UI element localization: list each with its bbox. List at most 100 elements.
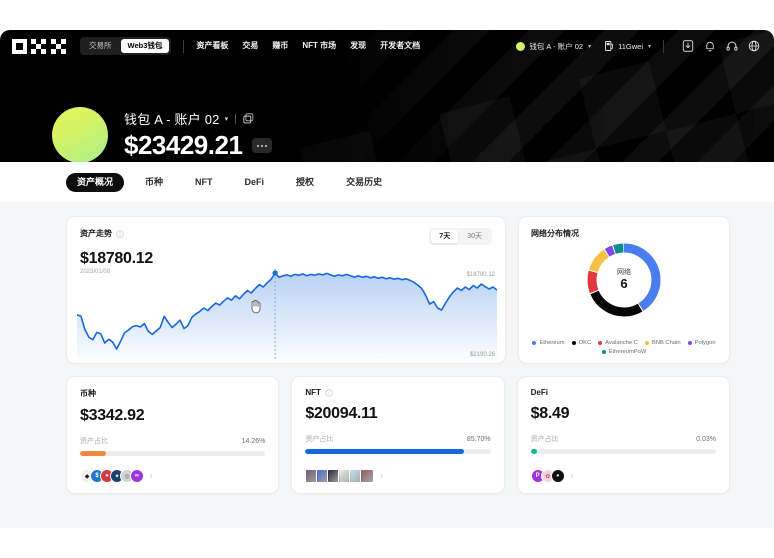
tokens-share-label: 资产占比: [80, 438, 108, 445]
nav-link-nft-market[interactable]: NFT 市场: [302, 41, 337, 50]
legend-dot: [687, 341, 692, 345]
donut-center-value: 6: [620, 276, 628, 292]
tokens-stat-card[interactable]: 币种 $3342.92 资产占比 14.26% ◆ $ ● ✦ ◎ ∞ ›: [66, 376, 280, 494]
legend-label: Ethereum: [539, 340, 565, 346]
info-circle-icon-nft[interactable]: [325, 388, 333, 397]
donut-segment-ethereum[interactable]: [587, 243, 661, 317]
nav-link-trade[interactable]: 交易: [242, 41, 259, 50]
defi-black-icon[interactable]: ◕: [550, 469, 565, 483]
gas-icon: [605, 41, 613, 51]
switch-web3-wallet[interactable]: Web3钱包: [120, 39, 170, 53]
nav-separator: [663, 39, 664, 53]
asset-trend-card: 资产走势 7天 30天 $18780.12: [66, 216, 506, 364]
account-divider: [235, 113, 237, 124]
legend-label: Avalanche C: [605, 340, 638, 346]
time-range-toggle[interactable]: 7天 30天: [429, 228, 492, 245]
legend-label: Polygon: [694, 340, 716, 346]
tab-nft[interactable]: NFT: [195, 176, 213, 187]
bell-icon[interactable]: [700, 36, 720, 56]
nft-icon-stack[interactable]: ›: [305, 469, 490, 483]
legend-dot: [571, 341, 576, 345]
nav-wallet-selector[interactable]: 钱包 A - 账户 02 ▾: [516, 41, 591, 52]
globe-icon[interactable]: [744, 36, 764, 56]
nft-chevron-right-icon[interactable]: ›: [380, 471, 383, 480]
defi-card-value: $8.49: [530, 405, 570, 422]
legend-item-ethereumpow[interactable]: EthereumPoW: [601, 349, 647, 355]
copy-icon[interactable]: [243, 113, 254, 124]
top-navigation-bar: 交易所 Web3钱包 资产看板 交易 赚币 NFT 市场 发现 开发者文档 钱包…: [0, 30, 774, 62]
legend-dot: [644, 341, 649, 345]
range-7d[interactable]: 7天: [431, 230, 459, 243]
account-summary: 钱包 A - 账户 02 ▾ $23429.21: [52, 107, 273, 162]
info-circle-icon[interactable]: [116, 229, 124, 238]
nav-links: 资产看板 交易 赚币 NFT 市场 发现 开发者文档: [196, 42, 420, 50]
asset-trend-value: $18780.12: [80, 250, 153, 267]
account-name[interactable]: 钱包 A - 账户 02: [124, 112, 220, 127]
stat-card-row: 币种 $3342.92 资产占比 14.26% ◆ $ ● ✦ ◎ ∞ ›: [66, 376, 730, 494]
defi-progress-fill: [530, 449, 537, 454]
nav-link-assets[interactable]: 资产看板: [196, 41, 229, 50]
switch-exchange[interactable]: 交易所: [89, 41, 112, 51]
defi-card-title: DeFi: [530, 388, 548, 397]
donut-segment-okc[interactable]: [587, 243, 661, 317]
donut-segment-avalanche-c[interactable]: [587, 243, 661, 317]
network-card-title: 网络分布情况: [531, 229, 579, 238]
tokens-share-percent: 14.26%: [241, 437, 266, 445]
legend-label: OKC: [578, 340, 592, 346]
tab-defi[interactable]: DeFi: [244, 176, 265, 187]
network-donut-chart[interactable]: [519, 239, 729, 321]
asset-trend-chart[interactable]: $18780.12 $2190.26: [76, 269, 498, 359]
asset-trend-title: 资产走势: [80, 229, 112, 238]
defi-stat-card[interactable]: DeFi $8.49 资产占比 0.03% P ✿ ◕ ›: [516, 376, 730, 494]
tokens-progress-track: [80, 451, 266, 456]
nft-card-value: $20094.11: [305, 405, 378, 422]
wallet-avatar-dot: [516, 41, 526, 51]
tokens-chevron-right-icon[interactable]: ›: [150, 471, 153, 480]
legend-item-ethereum[interactable]: Ethereum: [532, 340, 565, 346]
okx-logo[interactable]: [12, 38, 66, 54]
gas-fee-selector[interactable]: 11Gwei ▾: [605, 41, 651, 51]
tab-approvals[interactable]: 授权: [296, 176, 315, 187]
product-switcher[interactable]: 交易所 Web3钱包: [80, 37, 172, 55]
donut-center-label: 网络: [617, 269, 631, 277]
nft-stat-card[interactable]: NFT $20094.11 资产占比 85.70%: [291, 376, 505, 494]
download-icon[interactable]: [678, 36, 698, 56]
chevron-down-icon-account[interactable]: ▾: [224, 115, 229, 123]
chart-y-min-label: $2190.26: [469, 352, 495, 358]
nav-wallet-name: 钱包 A - 账户 02: [529, 41, 584, 51]
tab-transaction-history[interactable]: 交易历史: [346, 176, 383, 187]
account-name-row: 钱包 A - 账户 02 ▾: [124, 109, 272, 128]
legend-item-bnb-chain[interactable]: BNB Chain: [644, 340, 681, 346]
chart-y-max-label: $18780.12: [466, 272, 495, 278]
defi-chevron-right-icon[interactable]: ›: [570, 471, 574, 480]
legend-item-okc[interactable]: OKC: [571, 340, 592, 346]
tokens-icon-stack[interactable]: ◆ $ ● ✦ ◎ ∞ ›: [80, 469, 265, 483]
account-avatar[interactable]: [52, 107, 108, 162]
nft-thumb-6[interactable]: [360, 469, 375, 483]
token-purple-icon[interactable]: ∞: [130, 469, 144, 483]
nav-link-developer-docs[interactable]: 开发者文档: [380, 41, 421, 50]
main-panel: 资产概况 币种 NFT DeFi 授权 交易历史 资产走势: [0, 162, 774, 528]
donut-center-text: 网络 6: [519, 239, 729, 321]
legend-label: EthereumPoW: [608, 349, 647, 355]
defi-icon-stack[interactable]: P ✿ ◕ ›: [530, 469, 716, 483]
range-30d[interactable]: 30天: [467, 233, 482, 240]
nav-divider: [183, 39, 185, 53]
chevron-down-icon-gas: ▾: [647, 43, 651, 50]
network-legend: Ethereum OKC Avalanche C BNB Chain Polygon Et…: [525, 340, 723, 355]
network-distribution-card: 网络分布情况 网络 6 Ethereum OKC Avalanche C BNB Ch…: [518, 216, 730, 364]
nft-share-label: 资产占比: [305, 436, 334, 443]
legend-item-avalanche-c[interactable]: Avalanche C: [598, 340, 638, 346]
defi-share-percent: 0.03%: [696, 435, 716, 443]
tab-asset-overview[interactable]: 资产概况: [66, 172, 125, 192]
tab-tokens[interactable]: 币种: [145, 176, 164, 187]
headset-icon[interactable]: [722, 36, 742, 56]
hero-banner: 交易所 Web3钱包 资产看板 交易 赚币 NFT 市场 发现 开发者文档 钱包…: [0, 30, 774, 162]
nft-share-percent: 85.70%: [466, 435, 491, 443]
more-horizontal-icon[interactable]: [252, 138, 273, 154]
nav-link-discover[interactable]: 发现: [350, 41, 367, 50]
legend-item-polygon[interactable]: Polygon: [687, 340, 716, 346]
nav-link-earn[interactable]: 赚币: [272, 41, 289, 50]
asset-tabs: 资产概况 币种 NFT DeFi 授权 交易历史: [0, 162, 774, 202]
